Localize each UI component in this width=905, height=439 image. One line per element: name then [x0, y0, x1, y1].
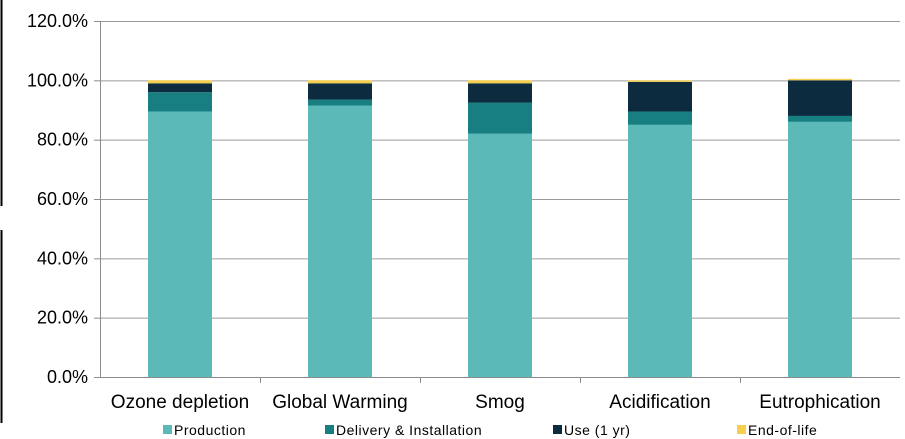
- y-tick-label: 60.0%: [37, 189, 88, 209]
- bar-segment: [148, 111, 212, 377]
- bar-segment: [148, 80, 212, 84]
- bar-segment: [628, 111, 692, 125]
- legend-swatch: [325, 425, 334, 434]
- x-tick-label: Smog: [475, 392, 525, 413]
- bar-segment: [308, 83, 372, 100]
- bar-segment: [788, 80, 852, 116]
- bar-segment: [148, 92, 212, 112]
- bar-segment: [468, 133, 532, 377]
- bar-segment: [788, 121, 852, 377]
- x-tick-label: Acidification: [609, 392, 710, 413]
- x-tick-label: Eutrophication: [759, 392, 880, 413]
- y-tick-labels: 0.0% 20.0% 40.0% 60.0% 80.0% 100.0% 120.0%: [27, 11, 88, 387]
- x-tick-labels: Ozone depletion Global Warming Smog Acidifi…: [111, 392, 881, 413]
- legend-swatch: [553, 425, 562, 434]
- bars: [148, 78, 852, 378]
- legend-label: Use (1 yr): [564, 422, 630, 438]
- legend-label: Delivery & Installation: [336, 422, 482, 438]
- y-tick-label: 80.0%: [37, 130, 88, 150]
- bar-segment: [628, 81, 692, 112]
- y-tick-label: 0.0%: [47, 367, 88, 387]
- legend-label: Production: [174, 422, 246, 438]
- bar-segment: [308, 80, 372, 84]
- legend: Production Delivery & Installation Use (1 …: [163, 422, 817, 438]
- legend-swatch: [737, 425, 746, 434]
- x-tick-label: Global Warming: [272, 392, 408, 413]
- bar-segment: [468, 80, 532, 84]
- bar-segment: [628, 124, 692, 377]
- bar-segment: [468, 83, 532, 103]
- bar-segment: [788, 115, 852, 122]
- bar-segment: [628, 80, 692, 82]
- x-tick-label: Ozone depletion: [111, 392, 249, 413]
- y-tick-label: 20.0%: [37, 308, 88, 328]
- legend-swatch: [163, 425, 172, 434]
- bar-segment: [308, 99, 372, 106]
- y-tick-label: 40.0%: [37, 248, 88, 268]
- legend-label: End-of-life: [748, 422, 817, 438]
- bar-segment: [468, 102, 532, 134]
- bar-segment: [788, 78, 852, 81]
- y-tick-label: 120.0%: [27, 11, 88, 31]
- bar-segment: [308, 105, 372, 378]
- bar-segment: [148, 83, 212, 93]
- axes: [94, 21, 900, 383]
- y-tick-label: 100.0%: [27, 70, 88, 90]
